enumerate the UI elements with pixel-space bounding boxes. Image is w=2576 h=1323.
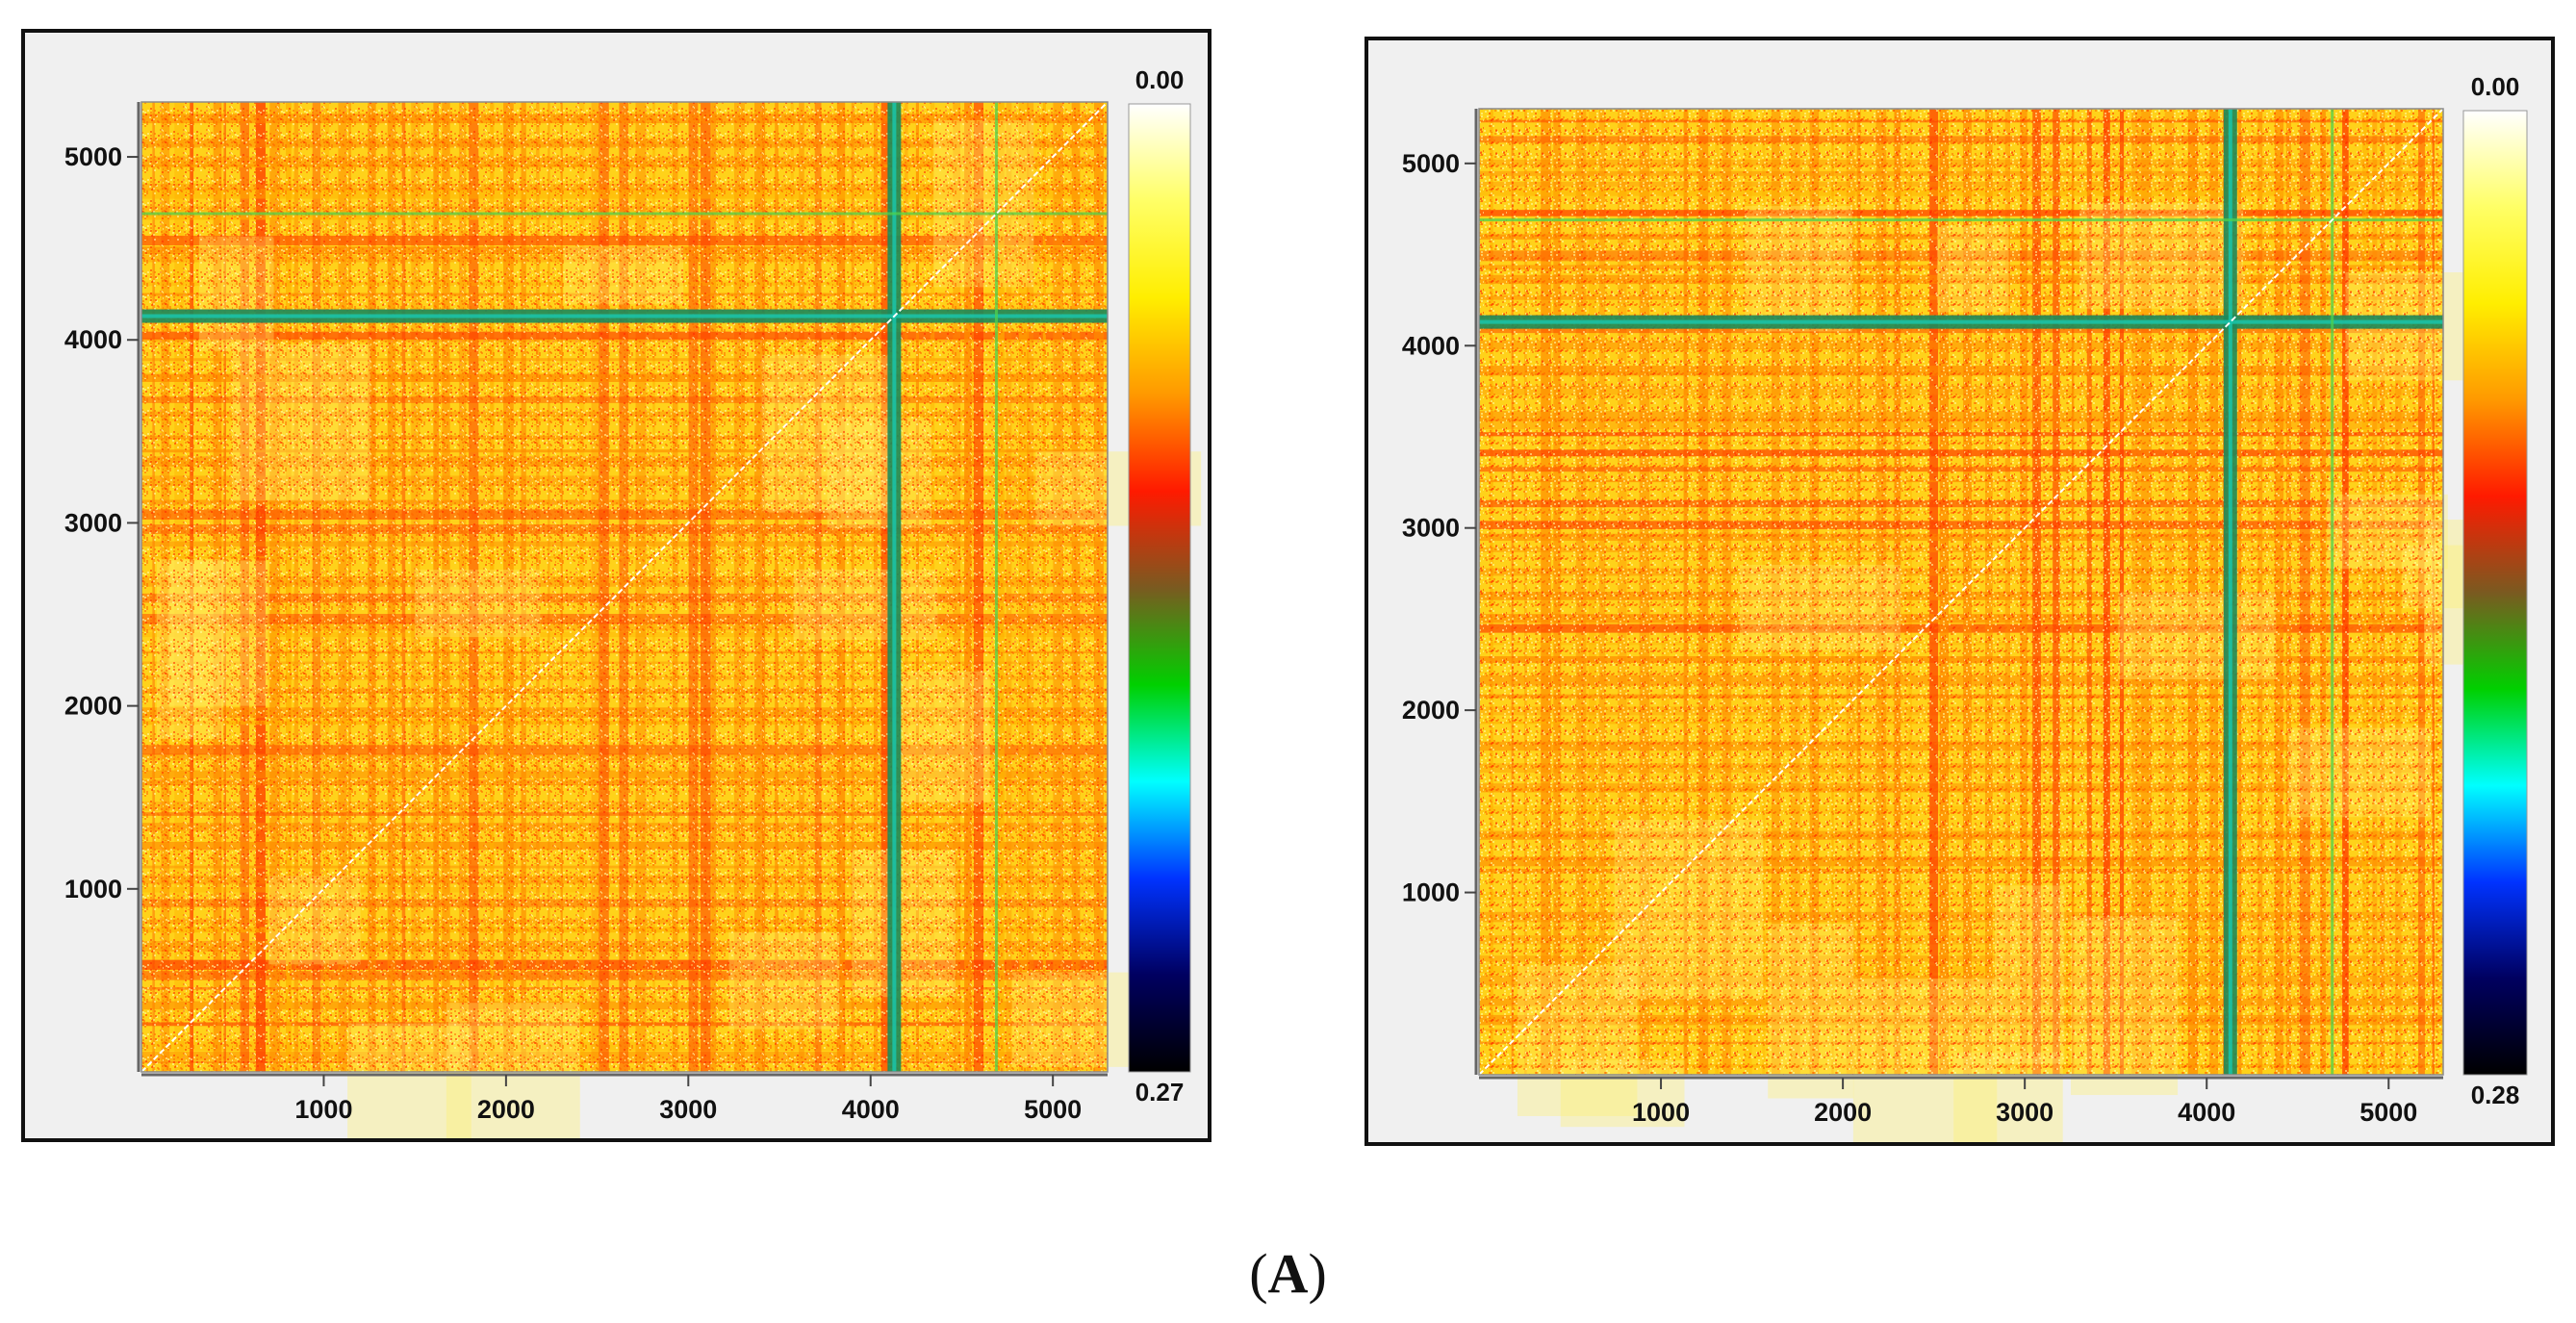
y-tick-label: 5000 — [64, 142, 122, 171]
band-horizontal-thin — [141, 212, 1108, 216]
colorbar-gradient — [1128, 103, 1191, 1073]
y-tick-label: 1000 — [1402, 878, 1460, 907]
y-tick-label: 1000 — [64, 875, 122, 903]
y-tick-label: 3000 — [1402, 514, 1460, 543]
y-tick-label: 3000 — [64, 508, 122, 537]
diagonal-line — [140, 101, 1109, 1073]
x-tick-label: 1000 — [294, 1095, 352, 1124]
colorbar-min-label: 0.00 — [2471, 72, 2520, 101]
diagonal-line — [1478, 108, 2444, 1076]
band-vertical-thin — [994, 102, 998, 1072]
x-tick-label: 3000 — [659, 1095, 717, 1124]
x-tick-label: 2000 — [477, 1095, 535, 1124]
y-tick-label: 5000 — [1402, 149, 1460, 178]
axes: 1000 2000 3000 4000 5000 1000 2000 3000 4000 5000 — [64, 102, 1108, 1124]
caption-letter: A — [1267, 1242, 1309, 1305]
x-tick-label: 5000 — [1024, 1095, 1082, 1124]
band-vertical-thin — [2331, 109, 2334, 1075]
colorbar-max-label: 0.27 — [1135, 1078, 1185, 1107]
x-tick-label: 3000 — [1996, 1098, 2053, 1127]
axes: 1000 2000 3000 4000 5000 1000 2000 3000 4000 5000 — [1402, 109, 2443, 1127]
caption-close: ) — [1308, 1242, 1327, 1305]
colorbar-max-label: 0.28 — [2471, 1081, 2520, 1109]
x-tick-label: 4000 — [842, 1095, 900, 1124]
y-tick-label: 2000 — [1402, 696, 1460, 725]
y-tick-label: 2000 — [64, 692, 122, 721]
band-horizontal-thin — [1479, 218, 2443, 222]
heatmap-plot-area — [140, 101, 1202, 1138]
colorbar-min-label: 0.00 — [1135, 65, 1185, 94]
y-tick-label: 4000 — [1402, 331, 1460, 360]
x-tick-label: 1000 — [1632, 1098, 1690, 1127]
heatmap-chart-left: 1000 2000 3000 4000 5000 1000 2000 3000 4000 5000… — [64, 65, 1202, 1138]
figure-caption: (A) — [0, 1241, 2576, 1306]
colorbar: 0.00 0.28 — [2462, 72, 2528, 1109]
heatmap-plot-area — [1478, 108, 2524, 1142]
heatmap-chart-right: 1000 2000 3000 4000 5000 1000 2000 3000 4000 5000… — [1402, 72, 2528, 1142]
caption-open: ( — [1249, 1242, 1268, 1305]
x-tick-label: 2000 — [1814, 1098, 1872, 1127]
colorbar: 0.00 0.27 — [1128, 65, 1191, 1107]
colorbar-gradient — [2462, 110, 2528, 1076]
y-tick-label: 4000 — [64, 325, 122, 354]
heatmap-panel-right: 1000 2000 3000 4000 5000 1000 2000 3000 4000 5000… — [1365, 37, 2555, 1146]
x-tick-label: 5000 — [2359, 1098, 2417, 1127]
x-tick-label: 4000 — [2178, 1098, 2235, 1127]
heatmap-panel-left: 1000 2000 3000 4000 5000 1000 2000 3000 4000 5000… — [21, 29, 1211, 1142]
